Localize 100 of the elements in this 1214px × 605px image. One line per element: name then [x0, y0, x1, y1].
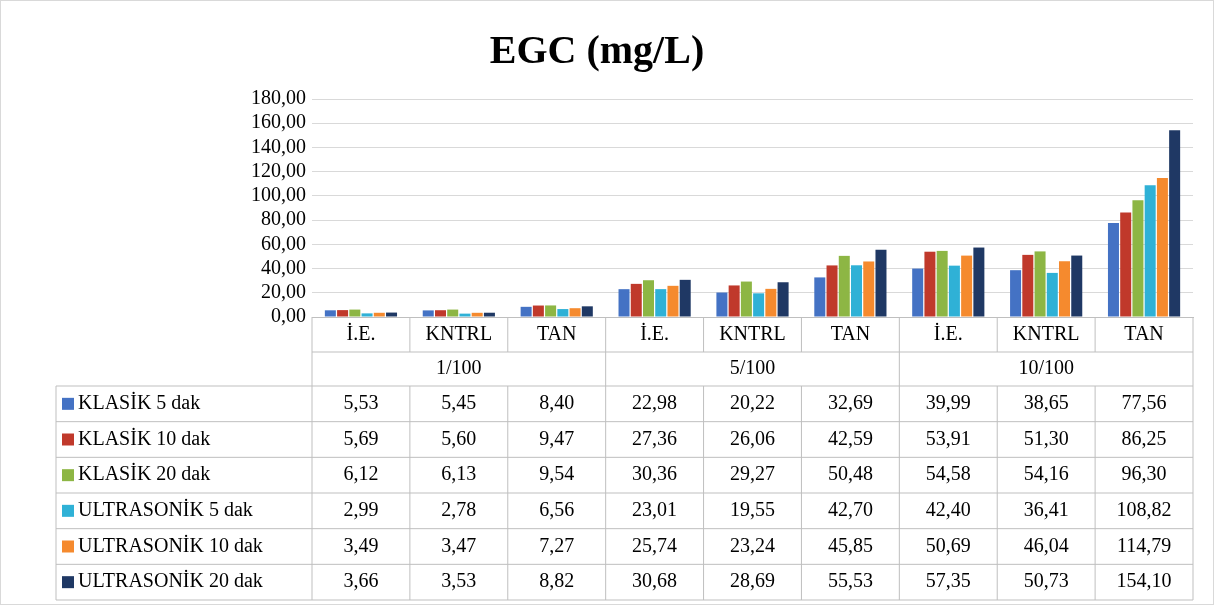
y-tick-label: 160,00 — [251, 110, 306, 133]
data-label: 36,41 — [1023, 498, 1069, 521]
legend-label: KLASİK 10 dak — [78, 426, 211, 449]
bar — [386, 312, 398, 317]
legend-label: ULTRASONİK 5 dak — [78, 498, 253, 521]
bar — [1034, 251, 1046, 317]
data-label: 108,82 — [1116, 498, 1172, 521]
data-label: 51,30 — [1023, 426, 1069, 449]
y-tick-label: 180,00 — [251, 86, 306, 109]
bar — [422, 310, 434, 317]
bar — [777, 282, 789, 317]
data-label: 42,70 — [827, 498, 873, 521]
bar — [545, 305, 557, 317]
text: 10/100 — [1018, 356, 1074, 379]
bar — [1144, 185, 1156, 317]
data-label: 27,36 — [632, 426, 678, 449]
data-label: 154,10 — [1116, 569, 1172, 592]
x-tick-label: TAN — [1124, 322, 1164, 345]
data-label: 8,40 — [539, 391, 575, 414]
x-tick-label: İ.E. — [933, 322, 963, 345]
bar — [618, 289, 630, 317]
data-label: 6,13 — [441, 462, 477, 485]
bar — [1156, 177, 1168, 317]
bar — [459, 313, 471, 317]
data-label: 26,06 — [730, 426, 775, 449]
bar — [471, 312, 483, 317]
x-tick-label: İ.E. — [640, 322, 670, 345]
bar — [973, 247, 985, 317]
data-label: 54,58 — [925, 462, 971, 485]
bar — [349, 309, 361, 317]
x-tick-label: İ.E. — [346, 322, 376, 345]
data-label: 3,66 — [343, 569, 379, 592]
bar — [434, 310, 446, 317]
bar — [924, 251, 936, 317]
x-tick-label: KNTRL — [425, 322, 493, 345]
bar — [716, 292, 728, 317]
data-label: 86,25 — [1121, 426, 1167, 449]
data-label: 3,53 — [441, 569, 477, 592]
bar — [838, 255, 850, 317]
bar — [447, 309, 459, 317]
data-label: 5,45 — [441, 391, 477, 414]
bar — [324, 310, 336, 317]
data-label: 50,69 — [925, 533, 971, 556]
data-label: 54,16 — [1023, 462, 1069, 485]
bar — [655, 289, 667, 317]
data-label: 5,53 — [343, 391, 379, 414]
legend-label: KLASİK 20 dak — [78, 462, 211, 485]
data-label: 9,47 — [539, 426, 575, 449]
data-label: 50,48 — [827, 462, 873, 485]
data-label: 55,53 — [827, 569, 873, 592]
bar — [581, 306, 593, 317]
data-label: 77,56 — [1121, 391, 1167, 414]
bar — [337, 310, 349, 317]
data-label: 46,04 — [1023, 533, 1069, 556]
data-label: 53,91 — [925, 426, 971, 449]
bar — [361, 313, 373, 317]
bar — [520, 306, 532, 317]
bar — [1107, 223, 1119, 317]
data-label: 57,35 — [925, 569, 971, 592]
data-label: 28,69 — [730, 569, 775, 592]
bar — [532, 305, 544, 317]
data-label: 25,74 — [632, 533, 678, 556]
bar — [1169, 130, 1181, 317]
bar — [826, 265, 838, 317]
text: 5/100 — [729, 356, 776, 379]
x-tick-label: KNTRL — [1012, 322, 1080, 345]
bar — [630, 283, 642, 317]
data-label: 45,85 — [827, 533, 873, 556]
data-label: 6,56 — [539, 498, 575, 521]
data-label: 42,40 — [925, 498, 971, 521]
data-label: 29,27 — [730, 462, 775, 485]
data-label: 5,60 — [441, 426, 477, 449]
data-label: 114,79 — [1116, 533, 1172, 556]
data-label: 3,49 — [343, 533, 379, 556]
bar — [936, 250, 948, 317]
chart-title: EGC (mg/L) — [489, 27, 705, 73]
y-tick-label: 0,00 — [271, 304, 306, 327]
data-label: 22,98 — [632, 391, 678, 414]
data-label: 19,55 — [730, 498, 775, 521]
bar — [642, 280, 654, 317]
bar — [912, 268, 924, 317]
bar — [483, 312, 495, 317]
data-label: 20,22 — [730, 391, 775, 414]
data-label: 38,65 — [1023, 391, 1069, 414]
data-label: 30,68 — [632, 569, 678, 592]
bar — [557, 309, 569, 317]
bar — [740, 281, 752, 317]
y-tick-label: 140,00 — [251, 134, 306, 157]
x-tick-label: KNTRL — [719, 322, 786, 345]
data-label: 9,54 — [539, 462, 575, 485]
y-tick-label: 100,00 — [251, 183, 306, 206]
data-label: 32,69 — [827, 391, 873, 414]
legend-label: KLASİK 5 dak — [78, 391, 201, 414]
data-label: 23,01 — [632, 498, 678, 521]
data-label: 39,99 — [925, 391, 971, 414]
data-label: 3,47 — [441, 533, 477, 556]
x-tick-label: TAN — [536, 322, 577, 345]
data-label: 30,36 — [632, 462, 678, 485]
data-label: 2,78 — [441, 498, 477, 521]
y-tick-label: 120,00 — [251, 158, 306, 181]
